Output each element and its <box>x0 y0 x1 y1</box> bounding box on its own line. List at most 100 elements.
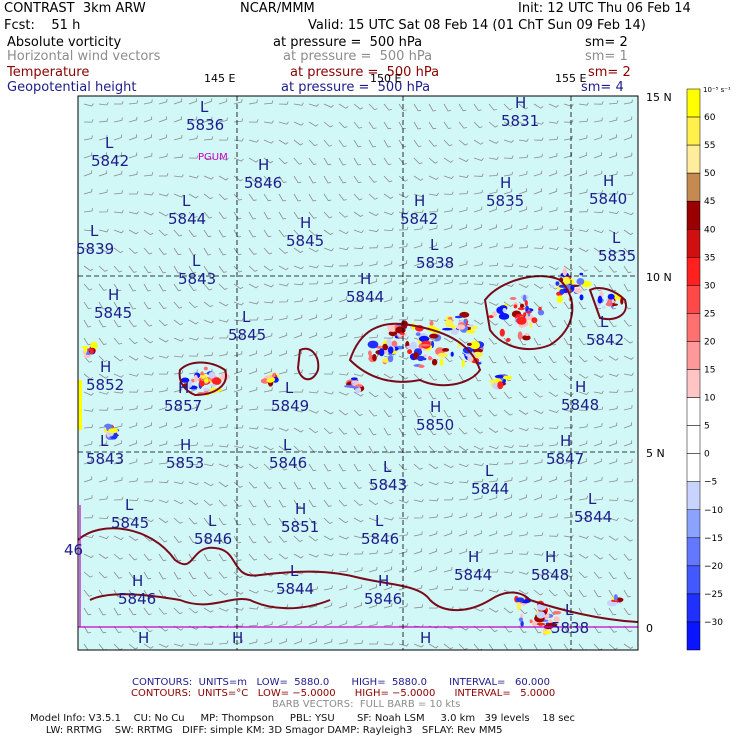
wind-barb <box>639 116 647 122</box>
wind-barb <box>158 387 168 393</box>
wind-barb <box>233 229 241 238</box>
wind-barb <box>128 211 139 215</box>
vorticity-cell <box>524 333 530 336</box>
wind-barb <box>533 512 543 519</box>
wind-barb <box>503 550 514 555</box>
wind-barb <box>533 589 543 596</box>
wind-barb <box>639 405 647 410</box>
wind-barb <box>548 188 558 195</box>
height-center-value: 5853 <box>166 454 204 472</box>
wind-barb <box>383 121 392 130</box>
wind-barb <box>173 229 183 237</box>
wind-barb <box>143 372 154 376</box>
wind-barb <box>639 248 647 254</box>
wind-barb <box>458 445 469 452</box>
wind-barb <box>83 135 93 141</box>
wind-barb <box>143 301 152 310</box>
wind-barb <box>83 534 94 539</box>
vorticity-cell <box>555 281 560 286</box>
wind-barb <box>458 224 468 231</box>
wind-barb <box>143 517 154 523</box>
wind-barb <box>518 138 529 142</box>
wind-barb <box>458 512 468 519</box>
height-center-type: L <box>100 432 109 450</box>
wind-barb <box>608 517 619 521</box>
wind-barb <box>563 103 574 107</box>
wind-barb <box>578 118 589 123</box>
vorticity-cell <box>517 307 525 311</box>
wind-barb <box>398 355 409 360</box>
field-temperature-level: at pressure = 500 hPa <box>290 65 440 80</box>
wind-barb <box>188 461 199 466</box>
wind-barb <box>338 175 347 184</box>
wind-barb <box>623 372 634 376</box>
wind-barb <box>278 229 287 237</box>
wind-barb <box>143 229 154 236</box>
height-center-type: H <box>138 629 149 647</box>
wind-barb <box>608 337 618 345</box>
vorticity-cell <box>90 341 98 350</box>
vorticity-cell <box>454 315 463 319</box>
wind-barb <box>173 193 184 198</box>
wind-barb <box>398 336 409 340</box>
height-center-value: 5851 <box>281 518 319 536</box>
field-height-level: at pressure = 500 hPa <box>281 80 431 95</box>
wind-barb <box>263 175 273 183</box>
wind-barb <box>563 373 573 380</box>
wind-barb <box>533 426 544 431</box>
wind-barb <box>113 355 124 362</box>
wind-barb <box>158 355 169 359</box>
height-center-value: 5842 <box>400 210 438 228</box>
colorbar-swatch <box>686 172 701 202</box>
wind-barb <box>639 644 648 648</box>
wind-barb <box>428 225 438 231</box>
wind-barb <box>518 589 529 595</box>
vorticity-cell <box>553 616 560 623</box>
wind-barb <box>368 499 379 506</box>
wind-barb <box>218 444 229 448</box>
wind-barb <box>398 278 407 285</box>
height-center-value: 5848 <box>531 566 569 584</box>
wind-barb <box>158 625 168 632</box>
wind-barb <box>443 445 453 452</box>
wind-barb <box>278 620 288 627</box>
vorticity-cell <box>423 354 428 358</box>
wind-barb <box>128 283 137 292</box>
wind-barb <box>173 247 182 256</box>
height-center-value: 5844 <box>471 480 509 498</box>
wind-barb <box>218 157 229 161</box>
vorticity-cell <box>467 324 474 328</box>
wind-barb <box>293 587 304 591</box>
wind-barb <box>458 139 468 146</box>
vorticity-cell <box>211 377 222 385</box>
wind-barb <box>353 427 362 435</box>
wind-barb <box>188 116 198 123</box>
wind-barb <box>218 265 227 273</box>
wind-barb <box>533 137 544 141</box>
wind-barb <box>158 643 169 648</box>
vorticity-cell <box>429 320 434 326</box>
wind-barb <box>308 535 319 542</box>
wind-barb <box>533 643 538 650</box>
wind-barb <box>428 103 437 112</box>
wind-barb <box>443 391 452 400</box>
wind-barb <box>368 621 378 627</box>
wind-barb <box>263 350 272 357</box>
wind-barb <box>83 283 93 291</box>
wind-barb <box>188 481 199 486</box>
wind-barb <box>248 175 258 183</box>
wind-barb <box>383 427 392 436</box>
wind-barb <box>413 242 423 249</box>
height-contour-info: CONTOURS: UNITS=m LOW= 5880.0 HIGH= 5880… <box>132 677 550 688</box>
vorticity-cell <box>525 311 532 314</box>
wind-barb <box>338 211 348 218</box>
colorbar-swatch <box>686 144 701 174</box>
colorbar-swatch <box>686 369 701 398</box>
wind-barb <box>203 499 213 506</box>
wind-barb <box>428 242 438 249</box>
wind-barb <box>639 193 649 196</box>
wind-barb <box>473 445 484 451</box>
height-center-type: L <box>105 134 114 152</box>
wind-barb <box>368 278 378 285</box>
wind-barb <box>578 373 589 379</box>
